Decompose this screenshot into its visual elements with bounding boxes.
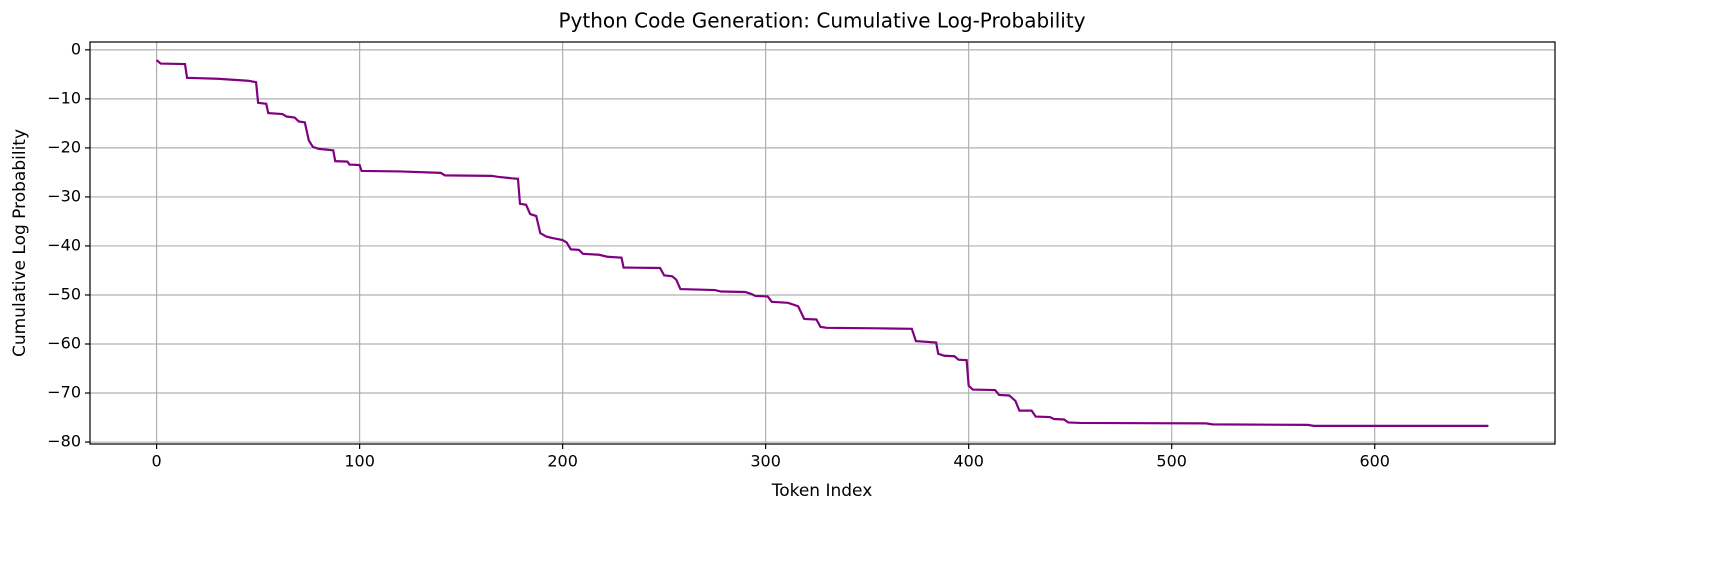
x-tick-label: 300 bbox=[750, 452, 781, 471]
data-line bbox=[155, 59, 1489, 427]
y-tick-label: −50 bbox=[47, 284, 81, 303]
y-axis-label: Cumulative Log Probability bbox=[10, 129, 30, 357]
x-axis-label: Token Index bbox=[771, 481, 873, 501]
y-tick-label: 0 bbox=[71, 39, 81, 58]
plot-frame bbox=[89, 41, 1556, 445]
x-tick-label: 500 bbox=[1156, 452, 1187, 471]
chart-title: Python Code Generation: Cumulative Log-P… bbox=[558, 9, 1085, 33]
y-tick-label: −40 bbox=[47, 235, 81, 254]
x-tick-label: 100 bbox=[344, 452, 375, 471]
y-tick-label: −60 bbox=[47, 333, 81, 352]
y-tick-label: −20 bbox=[47, 137, 81, 156]
y-tick-label: −80 bbox=[47, 432, 81, 451]
x-tick-label: 200 bbox=[547, 452, 578, 471]
x-tick-label: 600 bbox=[1359, 452, 1390, 471]
y-tick-label: −10 bbox=[47, 88, 81, 107]
y-tick-label: −70 bbox=[47, 383, 81, 402]
y-tick-label: −30 bbox=[47, 186, 81, 205]
x-tick-label: 0 bbox=[151, 452, 161, 471]
x-tick-label: 400 bbox=[953, 452, 984, 471]
